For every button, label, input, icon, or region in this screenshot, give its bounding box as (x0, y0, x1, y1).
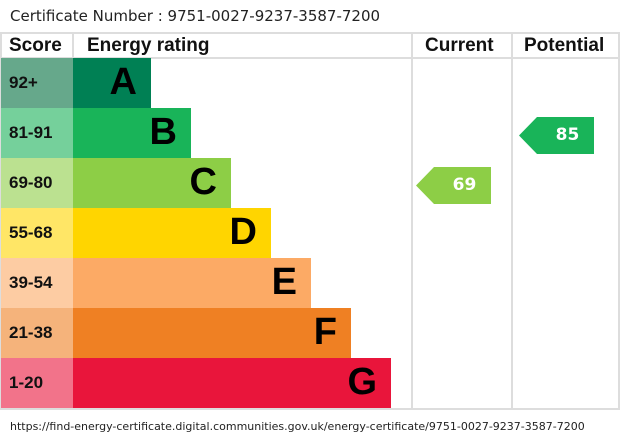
band-letter: E (271, 261, 297, 303)
band-bar-e: E (73, 258, 311, 308)
score-range-a: 92+ (1, 58, 73, 108)
score-range-e: 39-54 (1, 258, 73, 308)
band-bar-f: F (73, 308, 351, 358)
top-border (0, 32, 620, 34)
header-potential: Potential (524, 35, 605, 56)
header-current: Current (425, 35, 494, 56)
score-range-c: 69-80 (1, 158, 73, 208)
band-letter: D (229, 211, 257, 253)
band-bar-c: C (73, 158, 231, 208)
band-letter: F (313, 311, 337, 353)
band-letter: C (189, 161, 217, 203)
score-range-d: 55-68 (1, 208, 73, 258)
header-energy-rating: Energy rating (87, 35, 210, 56)
potential-rating-arrow: 85 (519, 117, 594, 154)
band-bar-a: A (73, 58, 151, 108)
certificate-url: https://find-energy-certificate.digital.… (10, 420, 585, 433)
band-bar-g: G (73, 358, 391, 408)
current-rating-value: 69 (452, 175, 477, 195)
current-rating-arrow: 69 (416, 167, 491, 204)
header-score: Score (9, 35, 62, 56)
certificate-number: Certificate Number : 9751-0027-9237-3587… (10, 7, 381, 25)
band-letter: B (149, 111, 177, 153)
score-range-f: 21-38 (1, 308, 73, 358)
potential-rating-value: 85 (555, 125, 580, 145)
score-range-b: 81-91 (1, 108, 73, 158)
band-letter: A (109, 61, 137, 103)
header-divider (0, 57, 620, 59)
bottom-border (0, 408, 620, 410)
band-bar-d: D (73, 208, 271, 258)
current-divider (411, 32, 413, 410)
band-bar-b: B (73, 108, 191, 158)
score-range-g: 1-20 (1, 358, 73, 408)
potential-divider (511, 32, 513, 410)
score-divider (72, 32, 74, 58)
right-border (618, 32, 620, 410)
band-letter: G (347, 361, 377, 403)
